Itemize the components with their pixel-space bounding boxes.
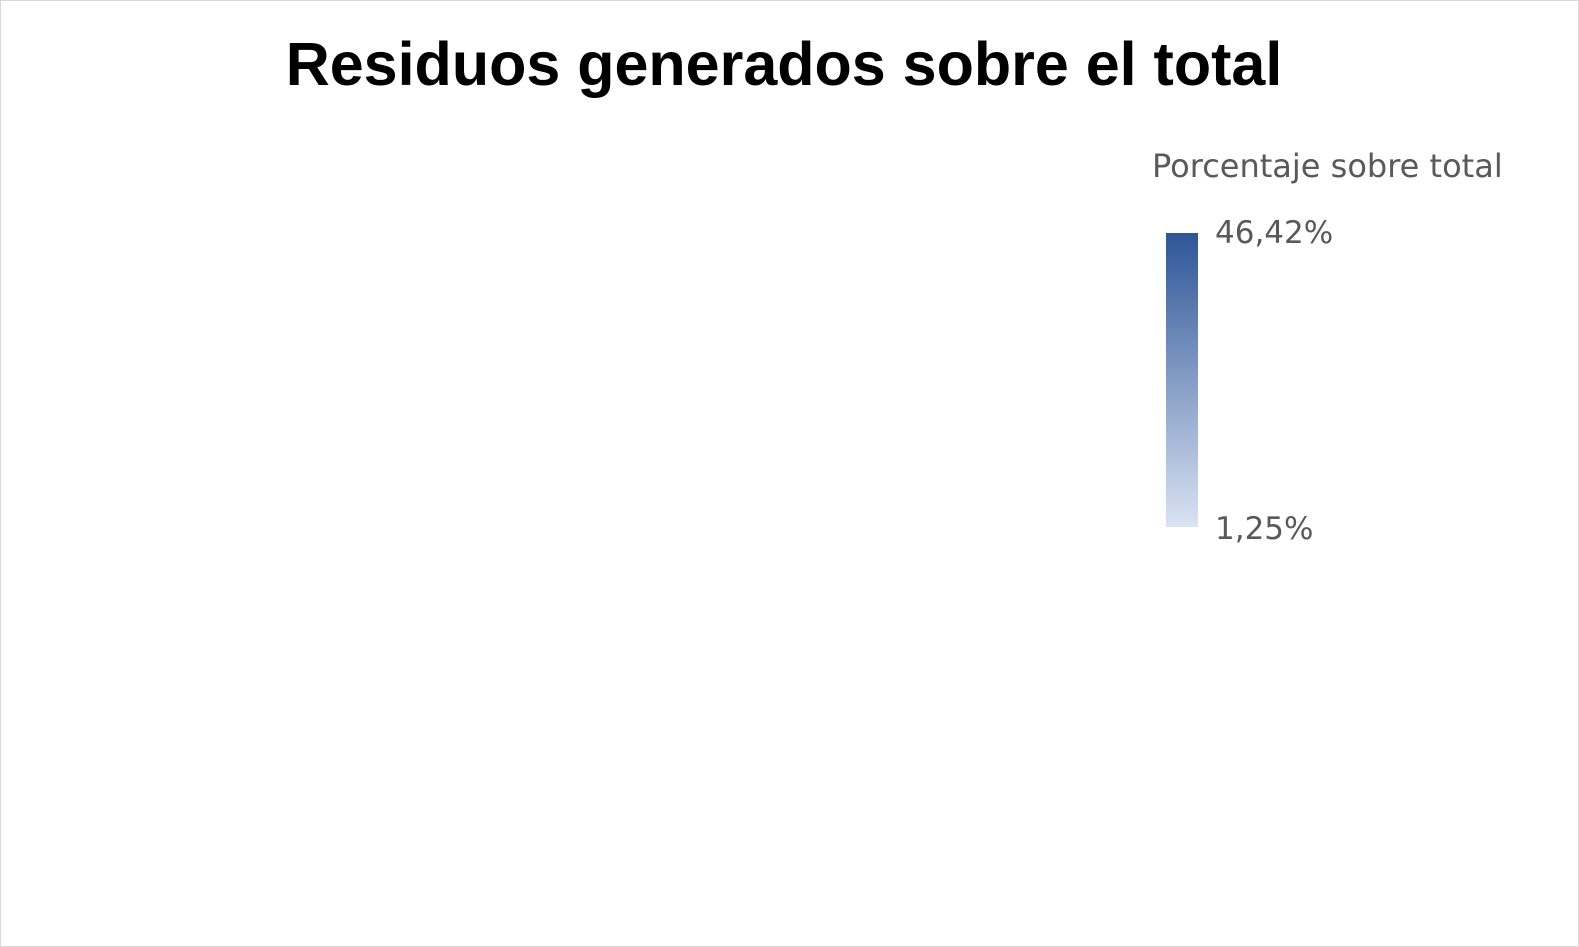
chart-title: Residuos generados sobre el total	[285, 30, 1283, 98]
map-plot-area	[41, 131, 1121, 911]
legend-gradient-fill	[1166, 233, 1198, 527]
color-scale-legend: Porcentaje sobre total 46,42% 1,25%	[1151, 141, 1551, 561]
legend-title: Porcentaje sobre total	[1152, 147, 1503, 185]
legend-max-label: 46,42%	[1215, 215, 1334, 251]
legend-gradient-bar	[1166, 233, 1198, 527]
legend-min-label: 1,25%	[1215, 511, 1314, 547]
